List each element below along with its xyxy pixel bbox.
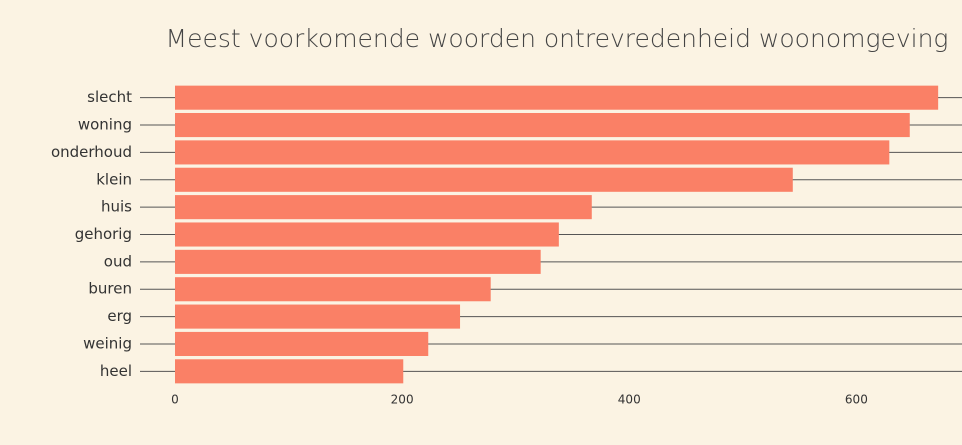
bar [175, 113, 910, 138]
y-tick-label: weinig [83, 334, 132, 352]
y-tick-label: huis [101, 198, 132, 216]
x-tick-label: 0 [171, 393, 179, 407]
bar [175, 304, 461, 329]
x-tick-label: 400 [618, 393, 641, 407]
y-tick-label: heel [100, 362, 132, 380]
bar [175, 249, 541, 274]
bar [175, 195, 592, 220]
y-tick-label: slecht [87, 88, 132, 106]
bar [175, 277, 491, 302]
y-tick-label: woning [78, 116, 132, 134]
bar [175, 140, 890, 165]
y-tick-label: onderhoud [51, 143, 132, 161]
bar [175, 331, 429, 356]
bar [175, 85, 939, 110]
bar [175, 359, 404, 384]
bar [175, 222, 559, 247]
bar [175, 167, 793, 192]
x-tick-label: 600 [845, 393, 868, 407]
x-tick-label: 200 [391, 393, 414, 407]
chart-title: Meest voorkomende woorden ontrevredenhei… [166, 24, 949, 53]
y-tick-label: oud [104, 252, 132, 270]
y-tick-label: erg [107, 307, 132, 325]
y-tick-label: gehorig [75, 225, 132, 243]
y-tick-label: klein [96, 170, 132, 188]
y-tick-label: buren [88, 280, 132, 298]
